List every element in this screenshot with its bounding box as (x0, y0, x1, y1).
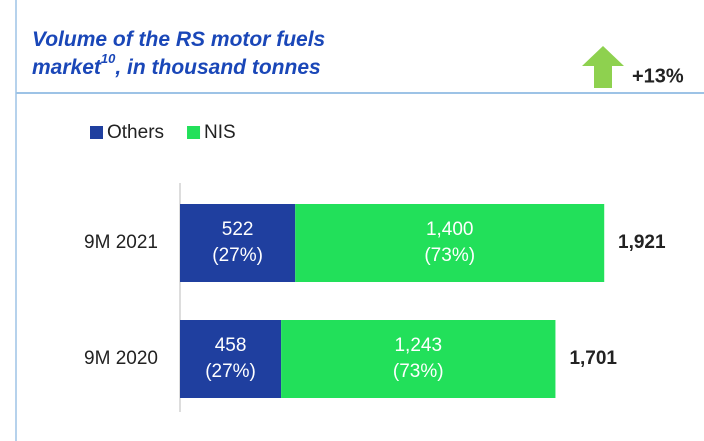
legend-swatch (90, 126, 103, 139)
category-label: 9M 2021 (84, 232, 158, 253)
total-label: 1,701 (569, 348, 617, 369)
legend-swatch (187, 126, 201, 139)
value-label: 1,243 (394, 335, 442, 356)
share-label: (73%) (393, 361, 444, 382)
bar-segment (295, 204, 605, 282)
legend-label: Others (107, 122, 164, 143)
title-superscript: 10 (101, 51, 116, 66)
value-label: 522 (222, 219, 254, 240)
annotation: +13% (632, 65, 684, 87)
up-arrow (582, 46, 624, 88)
bar-segment (180, 320, 282, 398)
share-label: (27%) (212, 245, 263, 266)
value-label: 458 (215, 335, 247, 356)
category-label: 9M 2020 (84, 348, 158, 369)
legend-label: NIS (204, 122, 236, 143)
bar-segment (281, 320, 556, 398)
share-label: (73%) (424, 245, 475, 266)
chart-title: Volume of the RS motor fuels market10, in… (32, 28, 325, 79)
total-label: 1,921 (618, 232, 666, 253)
value-label: 1,400 (426, 219, 474, 240)
title-suffix: , in thousand tonnes (114, 56, 320, 79)
share-label: (27%) (205, 361, 256, 382)
bar-segment (180, 204, 296, 282)
